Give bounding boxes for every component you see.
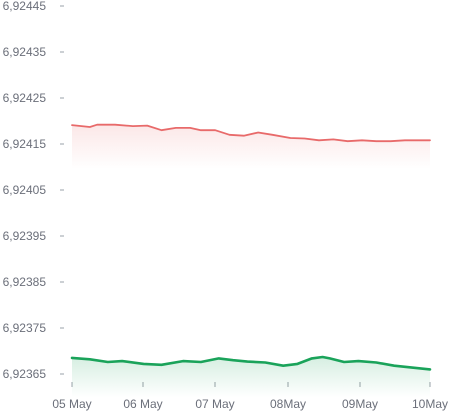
x-tick-label: 08May <box>270 397 306 411</box>
y-tick-label: 6,92375 <box>3 321 47 335</box>
series-layer <box>70 123 432 398</box>
y-tick-label: 6,92365 <box>3 367 47 381</box>
y-tick-label: 6,92385 <box>3 275 47 289</box>
y-tick-label: 6,92415 <box>3 137 47 151</box>
y-tick-label: 6,92445 <box>3 0 47 13</box>
y-tick-label: 6,92405 <box>3 183 47 197</box>
series-area-0 <box>72 124 430 170</box>
series-line-0 <box>71 123 431 143</box>
series-line-1 <box>70 355 432 371</box>
x-tick-label: 10May <box>412 397 448 411</box>
series-area-1 <box>72 357 430 398</box>
x-tick-label: 07 May <box>195 397 234 411</box>
x-tick-label: 06 May <box>123 397 162 411</box>
x-tick-label: 05 May <box>52 397 91 411</box>
y-axis: 6,92445 6,92435 6,92425 6,92415 6,92405 6,923… <box>3 0 64 381</box>
x-tick-label: 09May <box>342 397 378 411</box>
y-tick-label: 6,92435 <box>3 45 47 59</box>
y-tick-label: 6,92395 <box>3 229 47 243</box>
y-tick-label: 6,92425 <box>3 91 47 105</box>
